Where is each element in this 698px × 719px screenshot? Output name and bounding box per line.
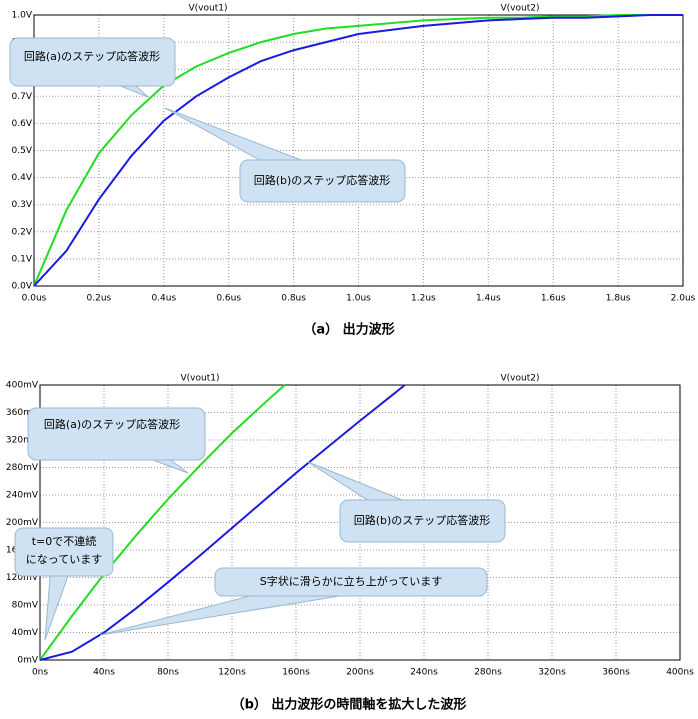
x-tick-label: 280ns	[474, 668, 502, 678]
series-line	[33, 14, 683, 287]
y-tick-label: 0.1V	[12, 254, 33, 264]
callout-cover	[241, 161, 404, 201]
callout-cover	[216, 569, 486, 595]
x-tick-label: 0.0us	[22, 294, 47, 304]
plot-frame	[39, 384, 681, 661]
y-tick-label: 200mV	[6, 518, 39, 528]
x-tick-label: 360ns	[602, 668, 630, 678]
x-tick-label: 40ns	[93, 668, 115, 678]
x-tick-label: 1.0us	[346, 294, 371, 304]
annotation: 回路(a)のステップ応答波形	[24, 49, 160, 63]
y-tick-label: 80mV	[12, 601, 39, 611]
legend-label: V(vout2)	[501, 374, 540, 384]
y-tick-label: 360mV	[6, 408, 39, 418]
legend-label: V(vout1)	[189, 4, 228, 14]
y-tick-label: 120mV	[6, 573, 39, 583]
x-tick-label: 1.2us	[411, 294, 436, 304]
annotation: 回路(b)のステップ応答波形	[354, 513, 491, 527]
x-tick-label: 400ns	[666, 668, 694, 678]
series-line	[33, 14, 683, 287]
x-tick-label: 0.8us	[281, 294, 306, 304]
plot-frame	[33, 14, 684, 287]
y-tick-label: 0.6V	[12, 119, 33, 129]
y-tick-label: 0mV	[17, 656, 38, 666]
annotation: 回路(b)のステップ応答波形	[254, 173, 391, 187]
legend-label: V(vout2)	[501, 4, 540, 14]
y-tick-label: 320mV	[6, 436, 39, 446]
legend-label: V(vout1)	[181, 374, 220, 384]
x-tick-label: 0.6us	[216, 294, 241, 304]
x-tick-label: 120ns	[218, 668, 246, 678]
callout-cover	[341, 501, 504, 541]
annotation: S字状に滑らかに立ち上がっています	[260, 574, 442, 588]
x-tick-label: 0ns	[32, 668, 48, 678]
x-tick-label: 0.2us	[87, 294, 112, 304]
x-tick-label: 240ns	[410, 668, 438, 678]
y-tick-label: 1.0V	[12, 11, 33, 21]
series-line	[39, 384, 286, 661]
callout-cover	[16, 529, 112, 575]
y-tick-label: 240mV	[6, 491, 39, 501]
annotation: t=0で不連続	[32, 534, 97, 548]
x-tick-label: 320ns	[538, 668, 566, 678]
y-tick-label: 0.4V	[12, 173, 33, 183]
annotation: 回路(a)のステップ応答波形	[44, 417, 180, 431]
x-tick-label: 200ns	[346, 668, 374, 678]
callout-cover	[11, 39, 174, 85]
y-tick-label: 0.3V	[12, 200, 33, 210]
x-tick-label: 80ns	[157, 668, 179, 678]
y-tick-label: 0.5V	[12, 146, 33, 156]
x-tick-label: 160ns	[282, 668, 310, 678]
y-tick-label: 280mV	[6, 463, 39, 473]
y-tick-label: 0.2V	[12, 227, 33, 237]
caption: （b） 出力波形の時間軸を拡大した波形	[232, 697, 467, 713]
y-tick-label: 0.0V	[12, 282, 33, 292]
x-tick-label: 1.4us	[476, 294, 501, 304]
x-tick-label: 1.6us	[541, 294, 566, 304]
annotation: になっています	[26, 553, 102, 566]
series-line	[39, 384, 406, 661]
y-tick-label: 0.7V	[12, 92, 33, 102]
x-tick-label: 0.4us	[151, 294, 176, 304]
caption: （a） 出力波形	[303, 322, 394, 338]
x-tick-label: 1.8us	[606, 294, 631, 304]
y-tick-label: 40mV	[12, 628, 39, 638]
x-tick-label: 2.0us	[671, 294, 696, 304]
callout-cover	[29, 409, 204, 459]
y-tick-label: 400mV	[6, 381, 39, 391]
